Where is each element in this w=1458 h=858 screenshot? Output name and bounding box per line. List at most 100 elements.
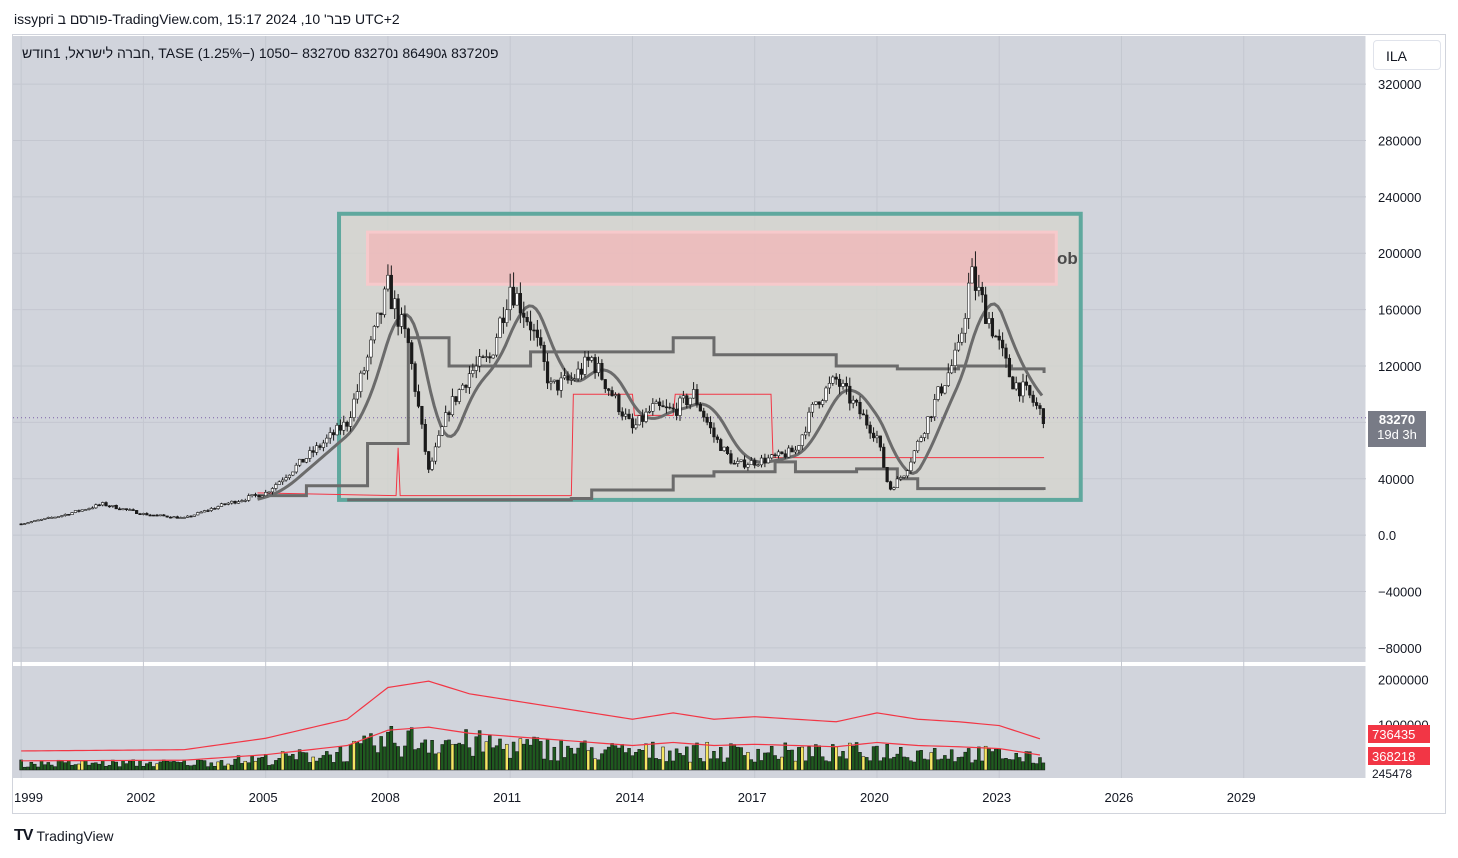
volume-bar [922,758,927,771]
candle [325,434,329,448]
candle [834,373,838,385]
candle-body [871,432,876,439]
candle-body [518,293,522,314]
candle-body [501,317,505,323]
volume-bar [657,759,662,771]
volume-bar [963,751,968,771]
volume-bar [325,751,329,771]
bar-countdown: 19d 3h [1377,427,1417,442]
candle-body [430,460,434,470]
candle-body [219,503,224,507]
candle [189,515,193,518]
candle [661,400,665,408]
volume-bar [722,761,726,771]
candle-body [725,446,730,454]
candle [627,409,631,420]
volume-bar [783,742,788,771]
y-tick-label: −80000 [1378,641,1422,656]
candle [318,443,322,451]
volume-bar [355,741,360,771]
candle [70,511,74,515]
candle [664,399,669,414]
candle [264,489,268,497]
candle [943,385,947,395]
volume-bar [1004,758,1008,771]
red-step-line [257,393,1045,497]
volume-bar [630,755,635,771]
volume-bar [732,744,737,771]
volume-bar [430,740,434,771]
candle [691,382,696,399]
volume-bar [467,747,472,771]
volume-bar [681,755,686,771]
symbol-button[interactable]: ILA [1373,40,1441,70]
volume-bar [202,760,207,771]
volume-bar [471,755,475,771]
volume-bar [776,758,781,771]
candle-body [736,461,740,464]
candle [620,407,624,421]
volume-bar [80,760,85,771]
volume-bar [756,748,760,771]
y-tick-label: 120000 [1378,359,1421,374]
candle [838,374,842,395]
x-tick-label: 2005 [249,790,278,805]
candle-body [60,515,64,517]
candle-body [827,383,832,389]
volume-bar [294,759,298,771]
candle-body [73,510,78,513]
candle-body [114,505,118,510]
candle-body [661,405,665,408]
candle [967,272,971,329]
volume-bar [773,755,777,771]
candle-body [960,332,964,343]
footer-brand[interactable]: TV TradingView [14,827,114,845]
candle [427,450,431,474]
candle [362,366,366,375]
candle [348,411,353,432]
candle-body [253,494,258,496]
candle-body [481,356,485,358]
candle [352,393,356,422]
candle [535,319,539,347]
candle [770,453,774,460]
volume-bar [664,761,669,771]
volume-bar [43,764,47,771]
candle [67,513,71,516]
candle [719,437,723,451]
candle-body [569,379,573,381]
candle-body [695,389,699,405]
candle [447,410,451,422]
volume-bar [32,763,37,771]
candle-body [511,286,516,306]
candle-body [539,337,543,346]
candle-body [956,341,961,351]
volume-bar [311,756,315,771]
candle-body [559,377,563,391]
candle [243,498,247,503]
volume-bar [535,737,540,771]
candle [162,514,166,517]
candle [990,311,995,339]
candle-body [522,312,526,318]
volume-bar [189,765,193,771]
candle-body [878,435,882,448]
candle-body [790,447,794,453]
volume-bar [715,758,720,771]
candle-body [67,514,71,516]
candle-body [247,495,251,501]
candle [722,446,726,452]
volume-bar [562,757,567,771]
candle-body [267,491,271,494]
x-tick-label: 2029 [1227,790,1256,805]
candle [899,475,903,482]
candle [613,392,618,399]
candle [753,457,757,469]
volume-bar [392,742,397,771]
candle-body [311,450,315,453]
candle-body [715,436,719,440]
volume-bar [837,756,842,771]
last-price-value: 83270 [1378,412,1416,427]
candle [481,354,485,359]
